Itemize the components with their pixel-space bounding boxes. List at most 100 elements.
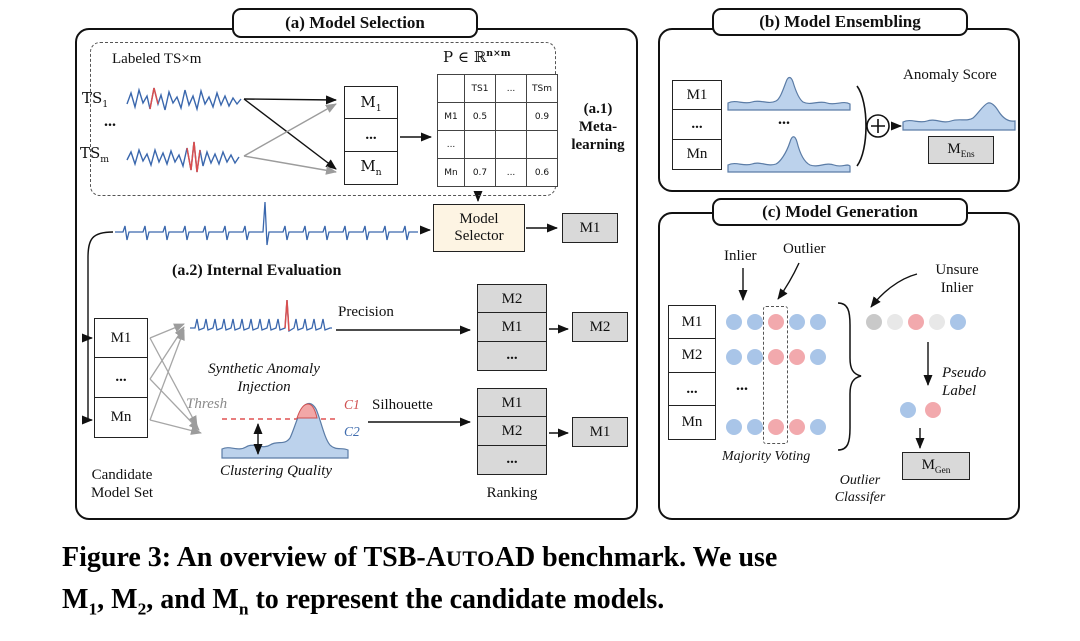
circle-plus-icon [866,114,902,138]
blue-dot [726,314,742,330]
candidate-model-column: M1 ... Mn [94,318,148,438]
blue-dot [950,314,966,330]
red-dot [789,349,805,365]
voting-brace [837,302,862,451]
dot-row-ellipsis: ... [736,377,748,394]
red-dot [768,349,784,365]
figure-caption-line-2: M1, M2, and Mn to represent the candidat… [62,584,665,619]
blue-dot [747,314,763,330]
a1-meta-learning-label: (a.1) Meta- learning [571,101,625,153]
ensemble-series-n [727,136,851,173]
clustering-series [221,402,569,459]
dot-row-m1 [726,314,826,330]
ensemble-series-1 [727,76,851,111]
panel-b-title-box: (b) Model Ensembling [712,8,968,36]
figure-caption-line-1: Figure 3: An overview of TSB-AUTOAD benc… [62,542,778,573]
selector-result-box: M1 [562,213,618,243]
model-selector-box: Model Selector [433,204,525,252]
candidate-bracket [82,231,114,425]
candidate-fan-arrows [149,323,202,435]
blue-dot [726,349,742,365]
outlier-classifier-label: Outlier Classifer [834,472,886,505]
ensemble-series-ellipsis: ... [778,111,790,128]
red-dot [768,314,784,330]
performance-matrix: TS1 ... TSm M1 0.5 0.9 ... Mn 0.7 ... 0.… [437,74,558,187]
input-series [115,201,558,246]
anomaly-score-series [902,102,1016,131]
a2-internal-evaluation-label: (a.2) Internal Evaluation [172,262,342,279]
candidate-model-mn: Mn [94,396,148,438]
c2-label: C2 [344,424,360,439]
synthetic-anomaly-injection-label: Synthetic Anomaly Injection [208,361,320,395]
red-dot [908,314,924,330]
blue-dot [726,419,742,435]
m-ens-box: MEns [928,136,994,164]
panel-a-title-box: (a) Model Selection [232,8,478,38]
precision-ranking-column: M2 M1 ... [477,284,547,371]
candidate-model-ellipsis: ... [94,357,148,399]
majority-voting-label: Majority Voting [722,449,811,464]
red-dot [768,419,784,435]
red-dot [925,402,941,418]
meta-learning-arrows [243,95,483,202]
silhouette-rank-2: M2 [477,416,547,447]
silhouette-rank-ellipsis: ... [477,444,547,475]
precision-result-box: M2 [572,312,628,342]
panel-b-title: (b) Model Ensembling [759,12,921,31]
thresh-label: Thresh [186,396,228,412]
gray-dot [866,314,882,330]
blue-dot [789,314,805,330]
panel-c-title-box: (c) Model Generation [712,198,968,226]
aggregation-paren [856,85,867,167]
blue-dot [747,419,763,435]
meta-model-column: M1 ... Mn [344,86,398,185]
silhouette-rank-1: M1 [477,388,547,418]
labeled-ts-label: Labeled TS×m [112,51,202,67]
dot-row-m2 [726,349,826,365]
generation-arrows [738,262,933,449]
matrix-row-m1: M1 0.5 0.9 [437,102,558,131]
precision-label: Precision [338,304,394,320]
ts1-series [126,87,242,112]
generation-model-m2: M2 [668,338,716,374]
red-dot [789,419,805,435]
unsure-dot-row [866,314,966,330]
tsm-series [126,141,240,173]
matrix-row-ellipsis: ... [437,130,558,159]
candidate-model-set-label: Candidate Model Set [90,467,154,501]
ts-ellipsis: ... [104,113,116,130]
ensemble-model-mn: Mn [672,138,722,170]
precision-rank-2: M1 [477,312,547,343]
panel-a-title: (a) Model Selection [285,13,425,32]
blue-dot [810,419,826,435]
tsm-label: TSm [80,144,110,165]
matrix-header-row: TS1 ... TSm [437,74,558,103]
injection-series [190,299,569,335]
meta-model-mn: Mn [344,150,398,185]
silhouette-result-box: M1 [572,417,628,447]
generation-model-mn: Mn [668,405,716,441]
blue-dot [810,314,826,330]
c1-label: C1 [344,397,360,412]
silhouette-ranking-column: M1 M2 ... [477,388,547,475]
panel-c-title: (c) Model Generation [762,202,918,221]
blue-dot [747,349,763,365]
unsure-inlier-label: Unsure Inlier [935,262,979,296]
ensemble-model-ellipsis: ... [672,109,722,141]
pseudo-label-label: Pseudo Label [942,365,987,399]
ranking-label: Ranking [486,485,538,501]
matrix-row-mn: Mn 0.7 ... 0.6 [437,158,558,187]
meta-model-m1: M1 [344,86,398,120]
generation-model-ellipsis: ... [668,371,716,407]
ensemble-model-m1: M1 [672,80,722,111]
meta-model-ellipsis: ... [344,118,398,153]
generation-model-m1: M1 [668,305,716,340]
blue-dot [810,349,826,365]
anomaly-score-label: Anomaly Score [903,67,997,83]
blue-dot [900,402,916,418]
outlier-column-dashed-box [763,306,788,444]
clustering-quality-label: Clustering Quality [220,463,333,479]
silhouette-label: Silhouette [372,397,433,413]
p-matrix-label: P ∈ ℝn×m [443,48,511,66]
